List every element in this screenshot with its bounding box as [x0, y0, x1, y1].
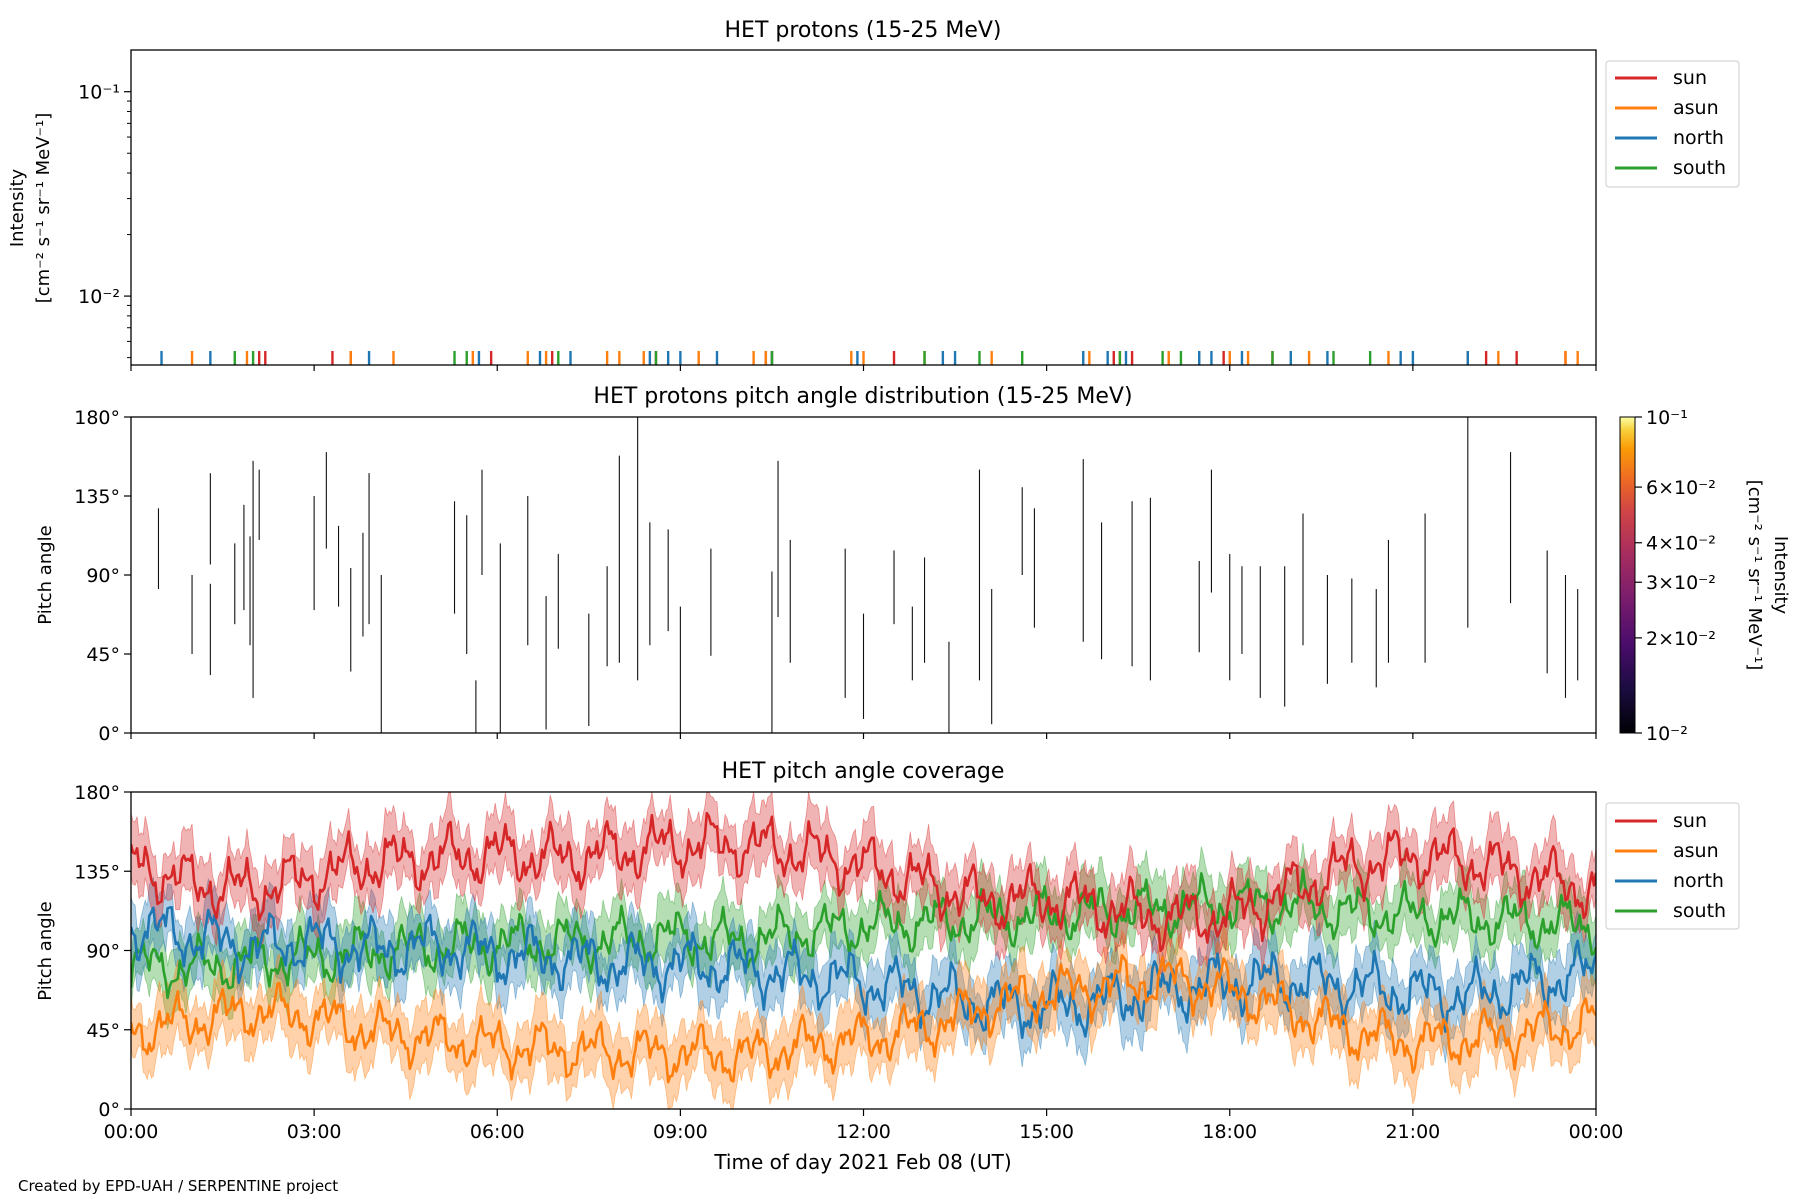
coverage-band-sun — [131, 792, 1596, 975]
p3-xtick-label: 03:00 — [287, 1121, 342, 1143]
p2-ytick-label: 0° — [98, 723, 120, 745]
panel3-title: HET pitch angle coverage — [722, 759, 1005, 784]
coverage-marks — [131, 792, 1596, 1109]
p3-xtick-label: 00:00 — [104, 1121, 159, 1143]
p3-xtick-label: 09:00 — [653, 1121, 708, 1143]
p2-ytick-label: 180° — [74, 407, 120, 429]
panel1-x-ticks — [130, 365, 1597, 371]
colorbar-gradient — [1619, 416, 1636, 734]
panel1-y-axis: 10⁻¹ 10⁻² — [78, 82, 131, 359]
intensity-marks — [160, 351, 1579, 365]
p3-xtick-label: 18:00 — [1202, 1121, 1257, 1143]
panel-pitch-distribution: HET protons pitch angle distribution (15… — [35, 384, 1791, 745]
p3-xtick-label: 06:00 — [470, 1121, 525, 1143]
colorbar-tick-label: 10⁻¹ — [1646, 407, 1688, 429]
p3-ytick-label: 180° — [74, 782, 120, 804]
colorbar-tick-label: 3×10⁻² — [1646, 572, 1716, 594]
panel3-xlabel: Time of day 2021 Feb 08 (UT) — [713, 1150, 1011, 1174]
p1-ytick-label: 10⁻¹ — [78, 82, 120, 104]
colorbar-units: [cm⁻² s⁻¹ sr⁻¹ MeV⁻¹] — [1744, 480, 1765, 671]
p3-ytick-label: 0° — [98, 1099, 120, 1121]
colorbar-tick-label: 2×10⁻² — [1646, 628, 1716, 650]
p3-xtick-label: 15:00 — [1019, 1121, 1074, 1143]
legend3-sun: sun — [1673, 810, 1707, 832]
legend1-sun: sun — [1673, 67, 1707, 89]
colorbar-label: Intensity — [1770, 536, 1791, 615]
panel-intensity: HET protons (15-25 MeV) 10⁻¹ 10⁻² Intensi… — [7, 18, 1740, 371]
colorbar-tick-label: 6×10⁻² — [1646, 477, 1716, 499]
legend1-asun: asun — [1673, 97, 1719, 119]
legend3-asun: asun — [1673, 840, 1719, 862]
panel1-frame — [130, 49, 1597, 366]
panel2-ylabel: Pitch angle — [35, 525, 56, 624]
panel2-x-ticks — [130, 733, 1597, 739]
p2-ytick-label: 90° — [86, 565, 120, 587]
coverage-line-sun — [131, 811, 1596, 953]
coverage-line-asun — [131, 953, 1596, 1084]
coverage-band-north — [131, 876, 1596, 1068]
p2-ytick-label: 135° — [74, 486, 120, 508]
panel2-title: HET protons pitch angle distribution (15… — [593, 384, 1132, 409]
p2-ytick-label: 45° — [86, 644, 120, 666]
panel1-legend: sun asun north south — [1605, 60, 1740, 188]
p3-xtick-label: 21:00 — [1385, 1121, 1440, 1143]
colorbar: 10⁻¹ 6×10⁻² 4×10⁻² 3×10⁻² 2×10⁻² 10⁻² Intensi… — [1619, 407, 1791, 745]
panel1-title: HET protons (15-25 MeV) — [725, 18, 1002, 43]
coverage-line-south — [131, 868, 1596, 1000]
p3-xtick-label: 12:00 — [836, 1121, 891, 1143]
legend1-south: south — [1673, 157, 1726, 179]
colorbar-tick-label: 4×10⁻² — [1646, 533, 1716, 555]
distribution-marks — [157, 417, 1579, 733]
p1-ytick-label: 10⁻² — [78, 286, 120, 308]
colorbar-tick-label: 10⁻² — [1646, 723, 1688, 745]
panel-coverage: HET pitch angle coverage 0° 45° 90° 135° 180… — [35, 759, 1740, 1174]
colorbar-ticks: 10⁻¹ 6×10⁻² 4×10⁻² 3×10⁻² 2×10⁻² 10⁻² — [1635, 407, 1716, 745]
legend1-north: north — [1673, 127, 1724, 149]
panel3-legend: sun asun north south — [1605, 802, 1740, 930]
legend3-south: south — [1673, 900, 1726, 922]
panel1-ylabel-units: [cm⁻² s⁻¹ sr⁻¹ MeV⁻¹] — [33, 113, 54, 304]
p3-ytick-label: 45° — [86, 1020, 120, 1042]
p3-ytick-label: 90° — [86, 941, 120, 963]
coverage-line-north — [131, 905, 1596, 1040]
footer-credit: Created by EPD-UAH / SERPENTINE project — [18, 1177, 339, 1195]
p3-xtick-label: 00:00 — [1569, 1121, 1624, 1143]
p3-ytick-label: 135° — [74, 861, 120, 883]
panel1-ylabel: Intensity — [7, 168, 28, 247]
legend3-north: north — [1673, 870, 1724, 892]
panel3-y-axis: 0° 45° 90° 135° 180° — [74, 782, 131, 1121]
panel3-x-axis: 00:00 03:00 06:00 09:00 12:00 15:00 18:00 21:00… — [104, 1109, 1624, 1143]
panel2-y-axis: 0° 45° 90° 135° 180° — [74, 407, 131, 745]
panel3-ylabel: Pitch angle — [35, 901, 56, 1000]
